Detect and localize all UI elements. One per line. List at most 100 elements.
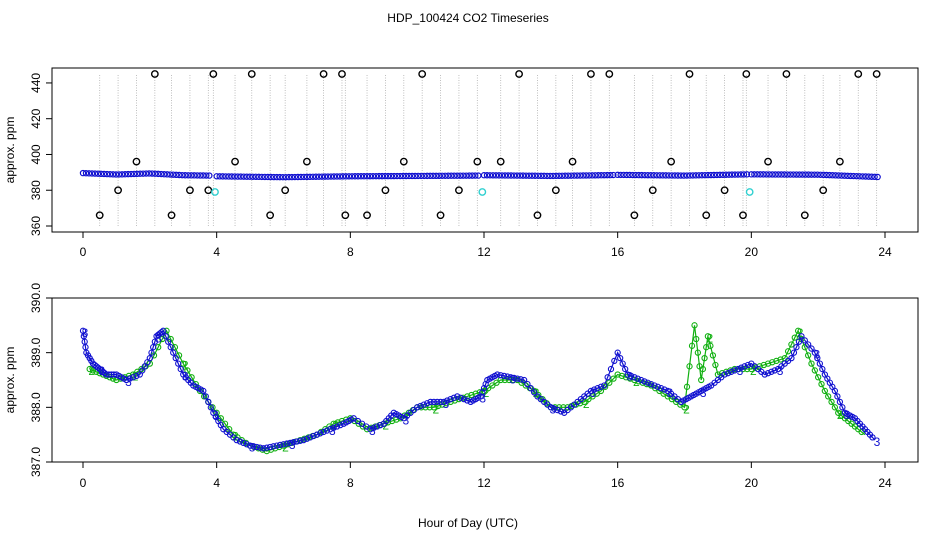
baseline-point <box>408 172 416 180</box>
outlier-point <box>114 186 122 195</box>
baseline-point <box>565 172 572 179</box>
top-x-tick-label: 12 <box>477 245 491 259</box>
series-3-point <box>611 357 618 365</box>
series-3-point <box>256 444 264 451</box>
baseline-point <box>868 173 875 180</box>
baseline-point <box>829 172 836 179</box>
series-2-point <box>709 352 717 359</box>
baseline-point <box>577 172 584 179</box>
baseline-point <box>772 171 779 178</box>
baseline-point <box>534 172 542 179</box>
baseline-point <box>324 173 332 180</box>
outlier-point <box>473 157 482 166</box>
baseline-point <box>231 173 238 180</box>
baseline-point <box>372 172 380 180</box>
baseline-point <box>486 172 494 179</box>
baseline-point <box>656 172 663 179</box>
baseline-point <box>558 172 566 179</box>
series-2-point <box>447 398 454 406</box>
series-3-point <box>551 405 558 412</box>
baseline-point <box>510 172 518 179</box>
series-3-point <box>280 441 287 448</box>
series-3-point <box>504 373 511 380</box>
series-2-point <box>707 342 714 349</box>
baseline-point <box>763 171 770 178</box>
series-3-point <box>604 374 611 381</box>
series-3-point <box>587 387 595 395</box>
outlier-point <box>854 70 863 78</box>
series-3-label: 3 <box>549 402 556 416</box>
baseline-point <box>97 170 105 178</box>
series-3-point <box>637 376 645 384</box>
outlier-point <box>95 211 104 220</box>
outlier-point <box>496 157 505 166</box>
series-3-point <box>162 333 169 340</box>
series-3-label: 3 <box>249 441 256 455</box>
series-3-point <box>530 389 538 396</box>
baseline-point <box>151 170 159 177</box>
baseline-point <box>381 172 389 180</box>
baseline-point <box>261 173 268 181</box>
top-y-tick-label: 360 <box>29 216 43 236</box>
baseline-point <box>466 172 473 179</box>
baseline-point <box>414 172 422 180</box>
outlier-point <box>764 157 772 166</box>
baseline-point <box>148 170 156 177</box>
series-3-point <box>293 438 301 445</box>
series-3-point <box>624 371 631 378</box>
series-3-point <box>290 439 297 446</box>
x-axis-title: Hour of Day (UTC) <box>418 516 518 530</box>
baseline-point <box>354 173 362 180</box>
series-3-point <box>834 393 841 400</box>
baseline-point <box>626 171 633 179</box>
series-2-point <box>476 389 483 396</box>
baseline-point <box>549 172 557 180</box>
outlier-point <box>835 157 844 166</box>
series-3-point <box>243 441 250 448</box>
series-2-point <box>230 431 237 438</box>
series-3-point <box>440 398 448 406</box>
baseline-point <box>483 172 491 179</box>
baseline-point <box>339 173 347 180</box>
series-3-point <box>165 338 172 345</box>
series-3-point <box>417 402 424 410</box>
series-3-point <box>273 442 280 449</box>
series-3-point <box>514 375 521 382</box>
baseline-point <box>173 171 180 179</box>
baseline-point <box>808 171 815 178</box>
baseline-point <box>537 172 545 180</box>
series-2-label: 2 <box>583 397 590 411</box>
series-3-point <box>524 380 531 388</box>
series-2-point <box>773 357 780 365</box>
series-3-point <box>236 438 244 445</box>
series-2-point <box>480 387 488 395</box>
series-2-point <box>701 354 708 362</box>
baseline-point <box>504 172 512 179</box>
baseline-point <box>182 172 189 179</box>
baseline-point <box>513 172 521 179</box>
series-3-point <box>614 349 621 356</box>
series-3-point <box>591 386 598 393</box>
series-3-point <box>447 395 454 403</box>
series-3-point <box>728 368 735 375</box>
series-3-label: 3 <box>874 435 881 449</box>
baseline-point <box>375 172 383 180</box>
baseline-point <box>436 172 443 180</box>
baseline-point <box>775 171 782 178</box>
series-3-point <box>651 382 658 389</box>
series-3-point <box>444 397 451 404</box>
baseline-point <box>103 170 111 178</box>
baseline-point <box>387 172 395 180</box>
baseline-point <box>546 172 554 180</box>
series-3-point <box>627 372 635 380</box>
series-3-point <box>330 424 337 431</box>
baseline-point <box>121 171 129 178</box>
series-3-point <box>270 443 277 450</box>
series-3-point <box>414 404 421 411</box>
series-2-point <box>351 417 358 425</box>
baseline-point <box>689 172 697 179</box>
baseline-point <box>710 171 718 179</box>
series-2-label: 2 <box>633 375 640 389</box>
baseline-point <box>543 172 551 180</box>
series-3-label: 3 <box>182 370 189 384</box>
